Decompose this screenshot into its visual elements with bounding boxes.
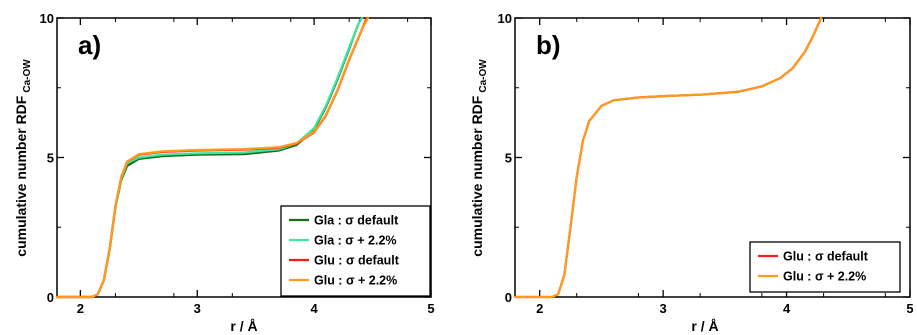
x-axis-label-a: r / Å	[230, 318, 257, 334]
panel-label-b: b)	[536, 30, 561, 60]
panel-b: cumulative number RDF Ca-OW r / Å 2 3 4 5 0 5 1…	[469, 11, 914, 334]
x-tick-label: 5	[427, 301, 434, 316]
x-tick-label: 5	[906, 301, 913, 316]
y-axis-label-b: cumulative number RDF	[469, 95, 485, 256]
y-tick-label: 5	[505, 151, 512, 166]
panel-a: cumulative number RDF Ca-OW r / Å 2 3 4 5 0 5 1…	[13, 11, 435, 334]
legend-box	[749, 241, 901, 293]
legend-entry: Glu : σ default	[783, 250, 869, 264]
x-tick-label: 4	[783, 301, 791, 316]
plot-area-a: 2 3 4 5 0 5 10 a) Gla : σ default Gla : σ + 2.2% G…	[40, 11, 435, 316]
x-tick-label: 2	[77, 301, 84, 316]
x-tick-label: 3	[194, 301, 201, 316]
y-tick-label: 5	[47, 151, 54, 166]
y-tick-label: 0	[505, 290, 512, 305]
series-line-2	[513, 16, 823, 299]
y-axis-subscript-a: Ca-OW	[22, 59, 33, 93]
legend-entry: Glu : σ + 2.2%	[783, 270, 866, 284]
series-line-4	[55, 16, 369, 299]
x-tick-label: 2	[536, 301, 543, 316]
y-tick-label: 10	[498, 11, 512, 26]
svg-text:cumulative number RDFCa-OW: cumulative number RDF Ca-OW	[469, 59, 489, 257]
svg-text:cumulative number RDFCa-OW: cumulative number RDF Ca-OW	[13, 59, 33, 257]
plot-area-b: 2 3 4 5 0 5 10 b) Glu : σ default Glu : σ + 2.2%	[498, 11, 914, 316]
legend-entry: Glu : σ + 2.2%	[314, 274, 397, 288]
legend-entry: Gla : σ default	[314, 214, 399, 228]
y-axis-title-b: cumulative number RDF Ca-OW	[469, 59, 489, 257]
x-tick-label: 3	[660, 301, 667, 316]
panel-label-a: a)	[78, 30, 101, 60]
legend-entry: Glu : σ default	[314, 254, 400, 268]
x-axis-label-b: r / Å	[691, 318, 718, 334]
x-tick-label: 4	[311, 301, 319, 316]
y-tick-label: 0	[47, 290, 54, 305]
y-axis-subscript-b: Ca-OW	[478, 59, 489, 93]
y-tick-label: 10	[40, 11, 54, 26]
y-axis-title-a: cumulative number RDF Ca-OW	[13, 59, 33, 257]
legend-entry: Gla : σ + 2.2%	[314, 234, 397, 248]
y-axis-label-a: cumulative number RDF	[13, 95, 29, 256]
